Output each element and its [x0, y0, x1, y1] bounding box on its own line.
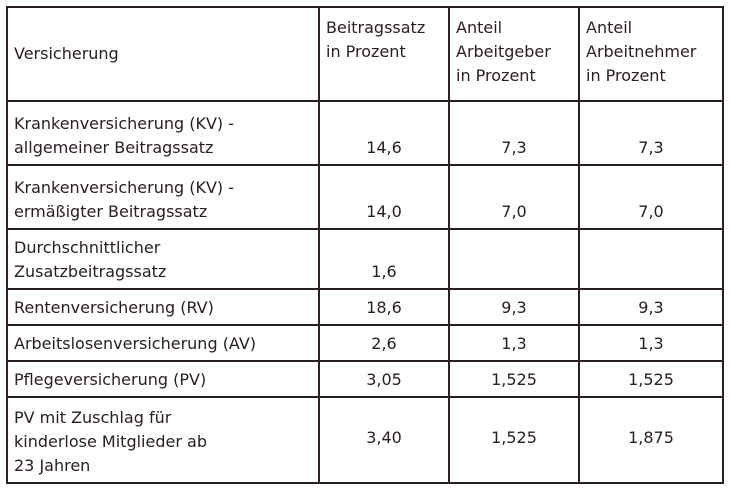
- cell-arbeitgeber: 7,3: [448, 100, 580, 166]
- row-insurance-name: Arbeitslosenversicherung (AV): [6, 324, 320, 362]
- row-insurance-name: PV mit Zuschlag für kinderlose Mitgliede…: [6, 396, 320, 484]
- row-insurance-name: Rentenversicherung (RV): [6, 288, 320, 326]
- cell-beitragssatz: 14,6: [318, 100, 450, 166]
- table-row: Krankenversicherung (KV) - ermäßigter Be…: [6, 164, 724, 230]
- header-line: Beitragssatz: [326, 18, 426, 37]
- row-insurance-name: Pflegeversicherung (PV): [6, 360, 320, 398]
- name-line: Zusatzbeitragssatz: [14, 262, 167, 281]
- name-line: Krankenversicherung (KV) -: [14, 178, 235, 197]
- insurance-rates-table-container: Versicherung Beitragssatz in Prozent Ant…: [6, 6, 724, 484]
- header-anteil-arbeitgeber: Anteil Arbeitgeber in Prozent: [448, 6, 580, 102]
- row-insurance-name: Durchschnittlicher Zusatzbeitragssatz: [6, 228, 320, 290]
- header-beitragssatz: Beitragssatz in Prozent: [318, 6, 450, 102]
- table-row: Krankenversicherung (KV) - allgemeiner B…: [6, 100, 724, 166]
- row-insurance-name: Krankenversicherung (KV) - allgemeiner B…: [6, 100, 320, 166]
- table-row: Rentenversicherung (RV) 18,6 9,3 9,3: [6, 288, 724, 326]
- cell-arbeitnehmer: 7,0: [578, 164, 724, 230]
- cell-beitragssatz: 3,40: [318, 396, 450, 484]
- cell-beitragssatz: 3,05: [318, 360, 450, 398]
- header-anteil-arbeitnehmer: Anteil Arbeitnehmer in Prozent: [578, 6, 724, 102]
- name-line: Krankenversicherung (KV) -: [14, 114, 235, 133]
- name-line: Arbeitslosenversicherung (AV): [14, 334, 257, 353]
- cell-arbeitnehmer: [578, 228, 724, 290]
- row-insurance-name: Krankenversicherung (KV) - ermäßigter Be…: [6, 164, 320, 230]
- cell-arbeitgeber: [448, 228, 580, 290]
- cell-arbeitnehmer: 7,3: [578, 100, 724, 166]
- name-line: 23 Jahren: [14, 456, 91, 475]
- cell-arbeitnehmer: 9,3: [578, 288, 724, 326]
- cell-arbeitnehmer: 1,875: [578, 396, 724, 484]
- name-line: kinderlose Mitglieder ab: [14, 432, 207, 451]
- cell-arbeitgeber: 1,525: [448, 360, 580, 398]
- cell-arbeitnehmer: 1,3: [578, 324, 724, 362]
- header-line: in Prozent: [326, 42, 406, 61]
- cell-beitragssatz: 1,6: [318, 228, 450, 290]
- name-line: Pflegeversicherung (PV): [14, 370, 207, 389]
- header-line: in Prozent: [586, 66, 666, 85]
- header-row: Versicherung Beitragssatz in Prozent Ant…: [6, 6, 724, 102]
- name-line: Rentenversicherung (RV): [14, 298, 214, 317]
- table-row: Arbeitslosenversicherung (AV) 2,6 1,3 1,…: [6, 324, 724, 362]
- cell-arbeitgeber: 7,0: [448, 164, 580, 230]
- header-line: Arbeitgeber: [456, 42, 551, 61]
- cell-arbeitgeber: 1,525: [448, 396, 580, 484]
- name-line: ermäßigter Beitragssatz: [14, 202, 208, 221]
- header-line: in Prozent: [456, 66, 536, 85]
- table-row: Pflegeversicherung (PV) 3,05 1,525 1,525: [6, 360, 724, 398]
- cell-arbeitgeber: 1,3: [448, 324, 580, 362]
- cell-arbeitnehmer: 1,525: [578, 360, 724, 398]
- cell-beitragssatz: 2,6: [318, 324, 450, 362]
- header-line: Arbeitnehmer: [586, 42, 697, 61]
- name-line: PV mit Zuschlag für: [14, 408, 172, 427]
- header-line: Versicherung: [14, 44, 119, 63]
- cell-arbeitgeber: 9,3: [448, 288, 580, 326]
- header-line: Anteil: [586, 18, 633, 37]
- header-line: Anteil: [456, 18, 503, 37]
- table-row: PV mit Zuschlag für kinderlose Mitgliede…: [6, 396, 724, 484]
- header-versicherung: Versicherung: [6, 6, 320, 102]
- cell-beitragssatz: 18,6: [318, 288, 450, 326]
- name-line: Durchschnittlicher: [14, 238, 161, 257]
- table-row: Durchschnittlicher Zusatzbeitragssatz 1,…: [6, 228, 724, 290]
- name-line: allgemeiner Beitragssatz: [14, 138, 214, 157]
- insurance-rates-table: Versicherung Beitragssatz in Prozent Ant…: [6, 6, 724, 484]
- cell-beitragssatz: 14,0: [318, 164, 450, 230]
